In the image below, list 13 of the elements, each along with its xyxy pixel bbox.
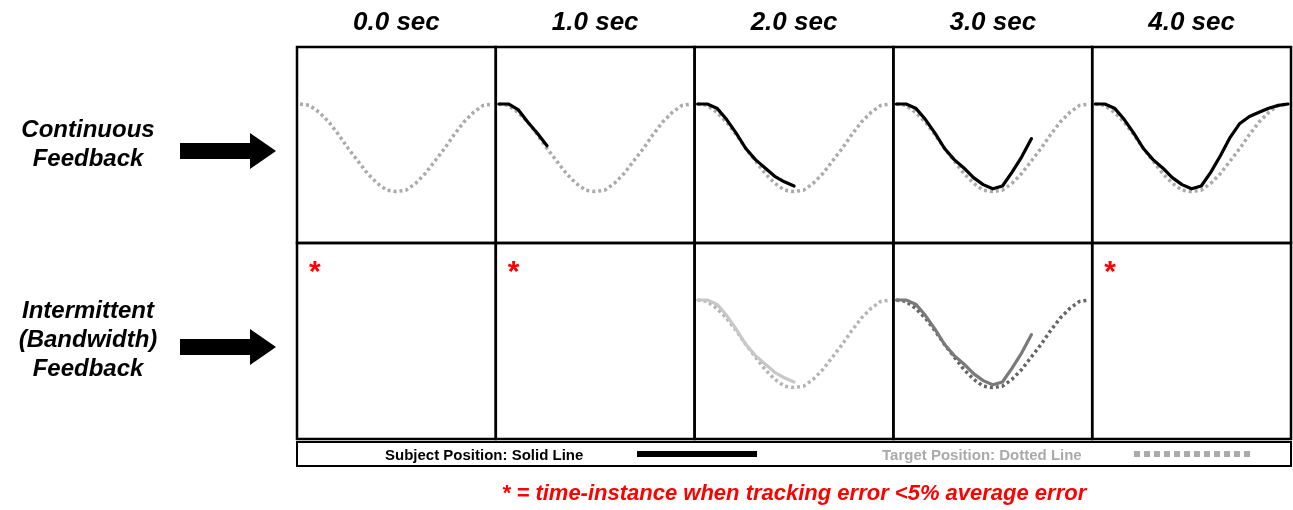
y-axis-title: Continuous Feedback — [21, 114, 155, 171]
chart-title: 3.0 sec — [949, 6, 1037, 36]
chart-title: 1.0 sec — [551, 6, 640, 36]
chart-title: 0.0 sec — [353, 6, 441, 36]
text: Subject Position: Solid Line — [385, 446, 584, 463]
chart-title: 4.0 sec — [1147, 6, 1236, 36]
text: * — [1104, 254, 1117, 287]
text: Target Position: Dotted Line — [882, 446, 1082, 463]
text: * — [309, 254, 321, 287]
text: Intermittent (Bandwidth) Feedback — [18, 296, 158, 381]
text: * = time-instance when tracking error <5% average error — [501, 480, 1088, 505]
chart-title: 2.0 sec — [749, 6, 838, 36]
text: * — [507, 254, 520, 287]
